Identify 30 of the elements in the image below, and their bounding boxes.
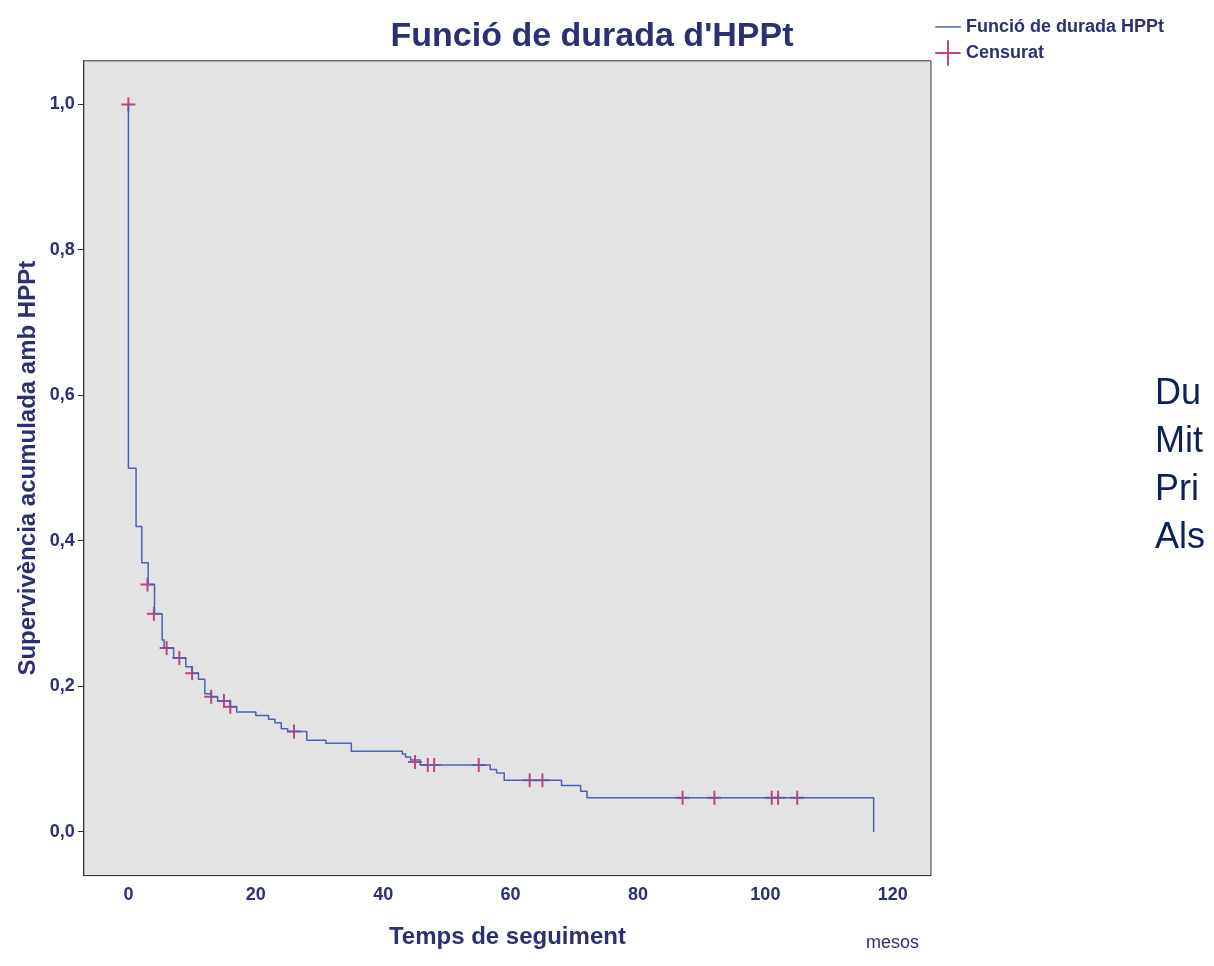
y-tick-label: 0,6 xyxy=(49,384,75,405)
legend-label: Funció de durada HPPt xyxy=(965,15,1165,36)
y-tick-label: 1,0 xyxy=(49,93,75,114)
text: Du xyxy=(1155,370,1203,414)
point xyxy=(120,96,137,113)
x-tick-label: 120 xyxy=(877,884,908,905)
x-tick-label: 80 xyxy=(627,884,648,905)
y-axis-title: Supervivència acumulada amb HPPt xyxy=(13,260,41,676)
point xyxy=(286,723,303,740)
x-tick-label: 20 xyxy=(245,884,266,905)
text: Als xyxy=(1155,514,1206,558)
y-tick-label: 0,8 xyxy=(49,238,75,259)
legend-label: Censurat xyxy=(965,41,1045,62)
text: mesos xyxy=(865,932,919,952)
point xyxy=(521,772,538,789)
point xyxy=(407,754,424,771)
text: Mit xyxy=(1155,418,1204,462)
chart-title: Funció de durada d'HPPt xyxy=(390,14,794,53)
x-tick-label: 100 xyxy=(750,884,781,905)
y-tick-label: 0,4 xyxy=(49,529,75,550)
x-tick-label: 0 xyxy=(123,884,134,905)
point xyxy=(534,772,551,789)
x-tick-label: 60 xyxy=(500,884,521,905)
x-tick-label: 40 xyxy=(373,884,394,905)
x-axis-title: Temps de seguiment xyxy=(388,922,626,950)
point xyxy=(145,605,162,622)
y-tick-label: 0,2 xyxy=(49,675,75,696)
text: Pri xyxy=(1155,466,1200,510)
point xyxy=(203,688,220,705)
y-tick-label: 0,0 xyxy=(49,820,75,841)
